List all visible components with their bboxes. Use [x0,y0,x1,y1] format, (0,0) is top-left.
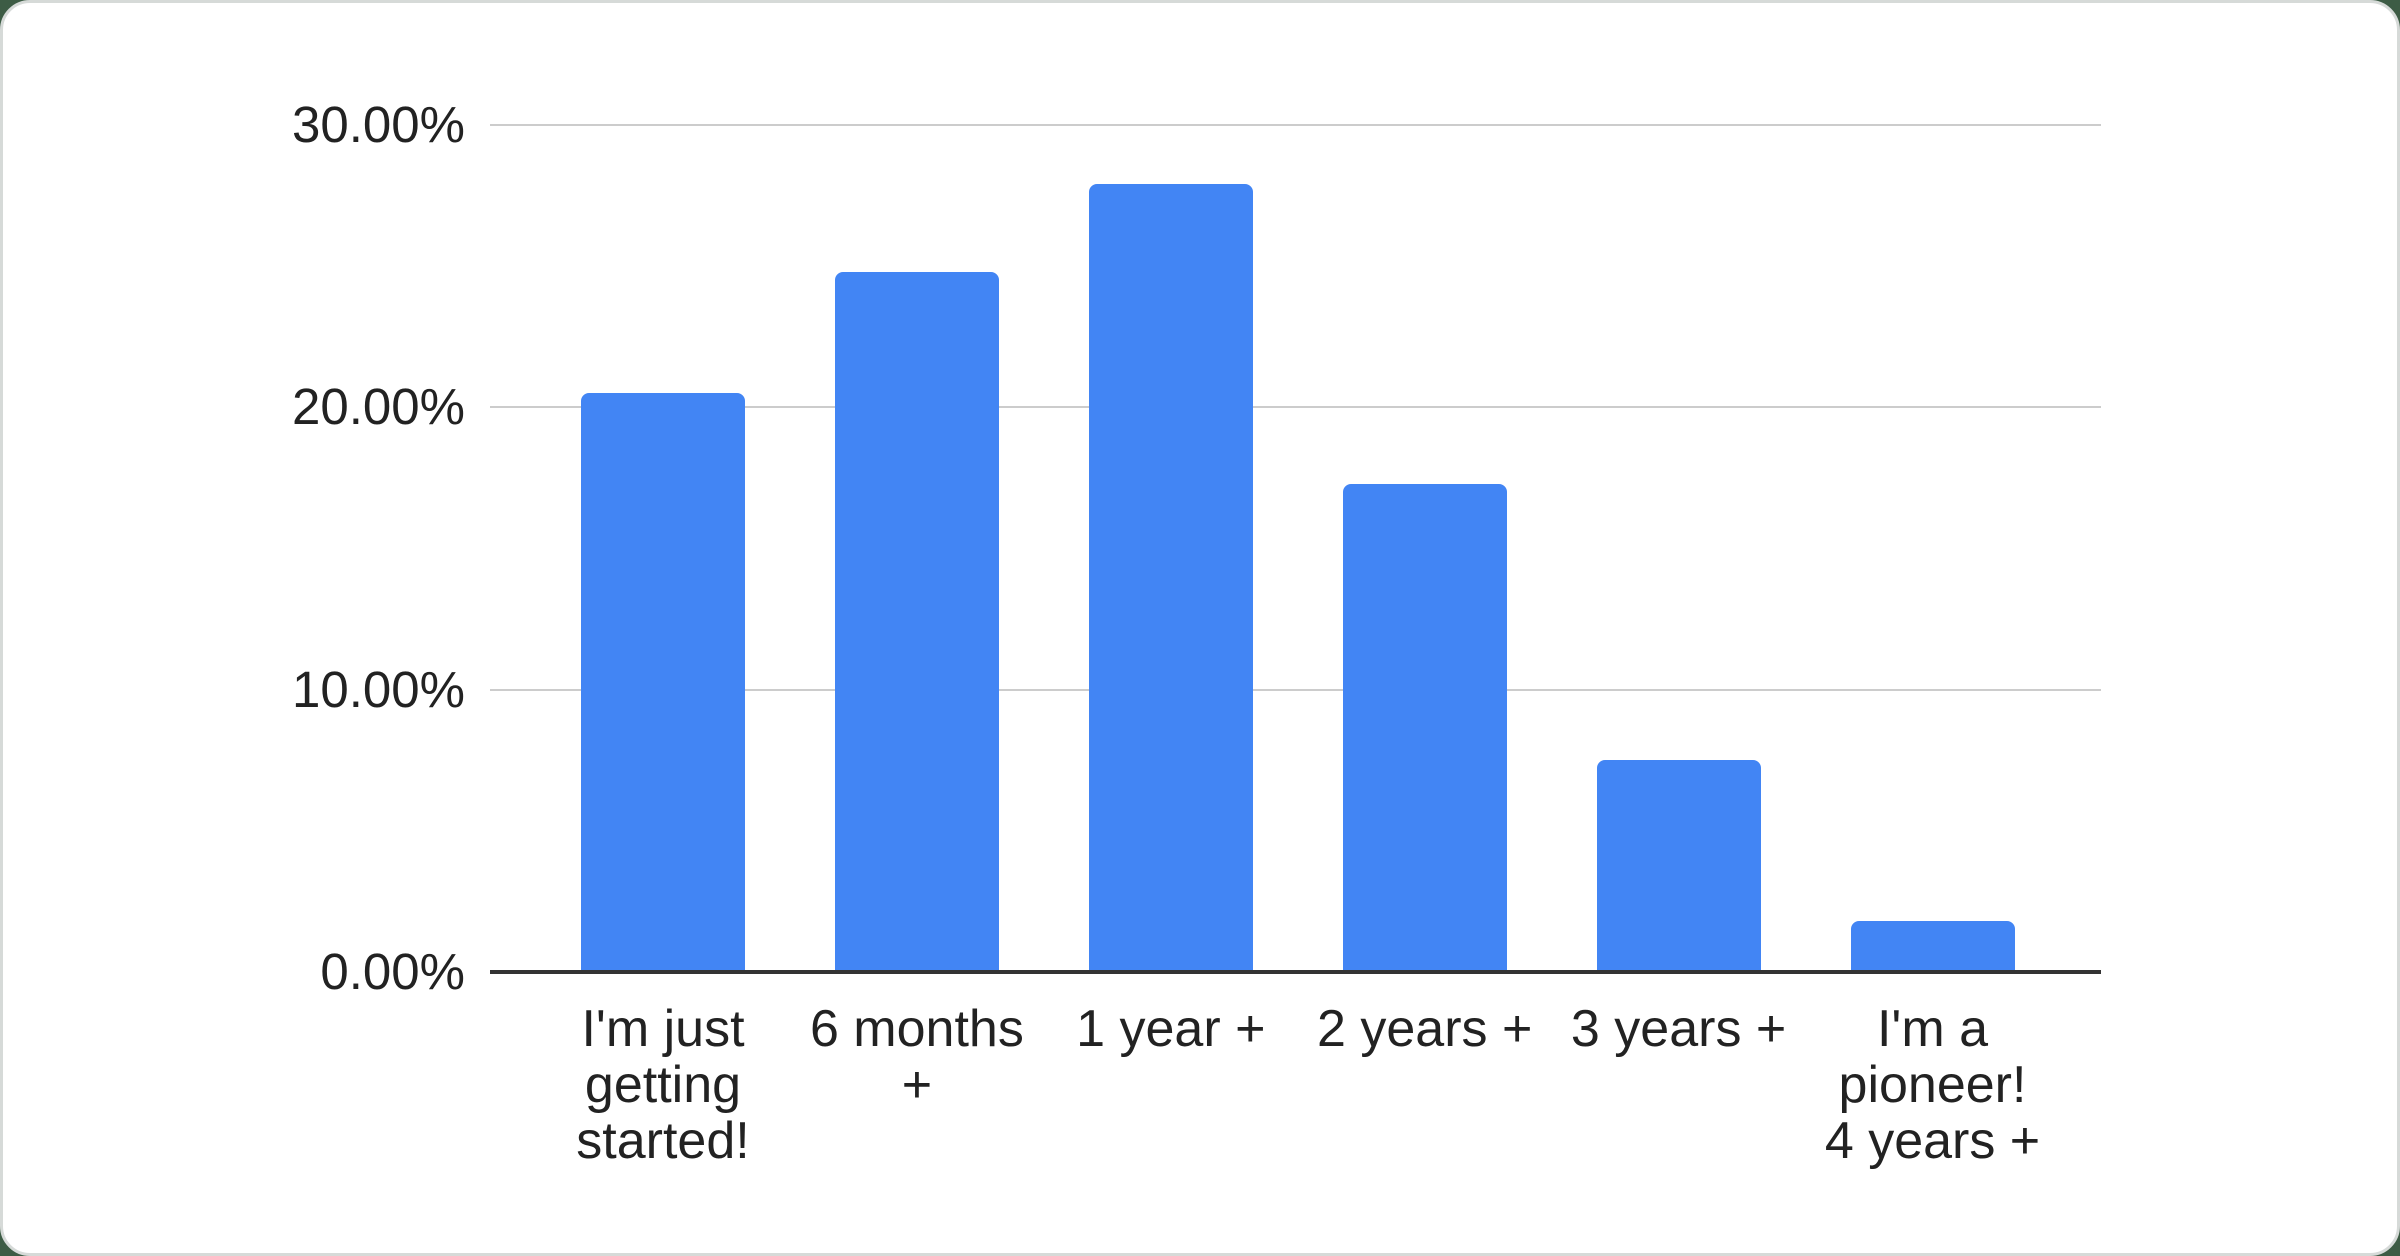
bar-1 [834,272,999,972]
x-axis-label-line: + [901,1056,933,1114]
y-axis-tick-label: 30.00% [292,96,465,153]
bar-5 [1850,921,2015,972]
x-axis-label-line: started! [576,1112,750,1170]
gridline-20 [490,406,2101,409]
bar-4 [1596,760,1761,972]
gridline-30 [490,124,2101,126]
x-axis-label-line: 2 years + [1317,1000,1533,1058]
y-axis-tick-label: 10.00% [292,660,465,718]
x-axis-label-line: I'm just [581,1000,745,1058]
bar-chart-plot-area: 0.00% 10.00% 20.00% 30.00% I'm just getting st… [292,97,2101,1169]
x-axis-label-line: I'm a [1876,1000,1989,1058]
x-axis-label-line: getting [584,1056,742,1114]
y-axis-tick-label: 20.00% [292,378,465,436]
x-axis-label-line: pioneer! [1838,1056,2027,1114]
x-axis-label-2: 1 year + [1021,1001,1321,1057]
x-axis-label-line: 1 year + [1076,1000,1266,1058]
bar-2 [1088,184,1253,972]
x-axis-label-1: 6 months + [767,1001,1067,1113]
x-axis-line [490,970,2101,974]
gridline-10 [490,688,2101,691]
x-axis-label-5: I'm a pioneer! 4 years + [1783,1001,2083,1169]
bar-0 [581,393,745,972]
bar-3 [1342,484,1507,972]
y-axis-tick-label: 0.00% [320,943,465,1000]
x-axis-label-3: 2 years + [1275,1001,1575,1057]
x-axis-label-line: 3 years + [1570,1000,1787,1058]
x-axis-label-line: 6 months [809,1000,1024,1058]
x-axis-label-4: 3 years + [1529,1001,1829,1057]
x-axis-label-0: I'm just getting started! [513,1001,813,1169]
x-axis-label-line: 4 years + [1824,1112,2041,1170]
